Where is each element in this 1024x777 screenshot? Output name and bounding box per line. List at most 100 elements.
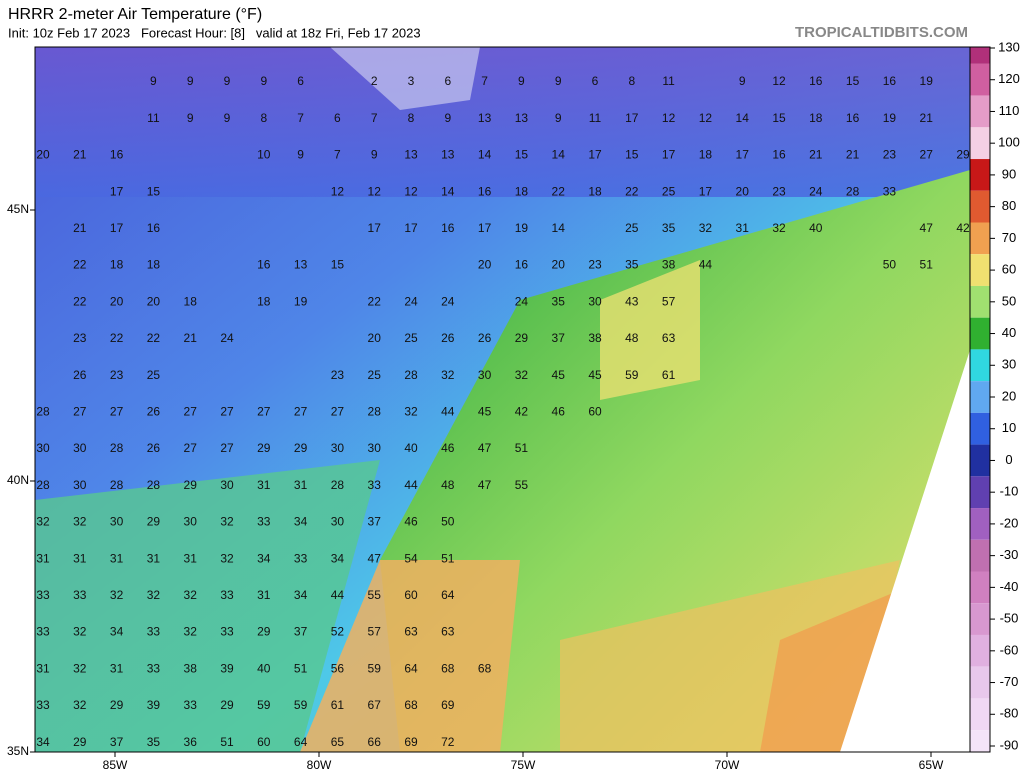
temperature-label: 32 (73, 661, 87, 675)
temperature-label: 29 (956, 148, 970, 162)
temperature-label: 16 (772, 148, 786, 162)
temperature-label: 7 (481, 74, 488, 88)
colorbar-cell (970, 666, 990, 699)
temperature-label: 18 (588, 184, 602, 198)
temperature-label: 34 (331, 551, 345, 565)
temperature-label: 28 (110, 441, 124, 455)
temperature-label: 23 (110, 368, 124, 382)
temperature-label: 55 (368, 588, 382, 602)
lon-label: 65W (919, 758, 944, 772)
title: HRRR 2-meter Air Temperature (°F) (8, 6, 262, 23)
temperature-label: 13 (515, 111, 529, 125)
colorbar-label: -20 (1000, 515, 1019, 530)
temperature-label: 47 (368, 551, 382, 565)
temperature-label: 32 (220, 551, 234, 565)
temperature-label: 31 (294, 478, 308, 492)
temperature-label: 30 (478, 368, 492, 382)
temperature-label: 17 (368, 221, 382, 235)
temperature-label: 61 (662, 368, 676, 382)
temperature-label: 32 (184, 625, 198, 639)
temperature-label: 22 (552, 184, 566, 198)
temperature-label: 31 (110, 661, 124, 675)
temperature-label: 16 (110, 148, 124, 162)
temperature-label: 19 (294, 294, 308, 308)
temperature-label: 60 (257, 735, 271, 749)
temperature-label: 25 (368, 368, 382, 382)
temperature-label: 31 (36, 661, 50, 675)
temperature-label: 32 (772, 221, 786, 235)
temperature-label: 33 (184, 698, 198, 712)
temperature-label: 45 (478, 404, 492, 418)
temperature-label: 23 (772, 184, 786, 198)
temperature-label: 12 (699, 111, 713, 125)
temperature-label: 68 (404, 698, 418, 712)
temperature-label: 31 (110, 551, 124, 565)
temperature-label: 15 (846, 74, 860, 88)
temperature-label: 27 (920, 148, 934, 162)
colorbar-cell (970, 603, 990, 635)
colorbar-cell (970, 285, 990, 318)
temperature-label: 30 (220, 478, 234, 492)
temperature-label: 24 (515, 294, 529, 308)
temperature-label: 29 (257, 441, 271, 455)
temperature-label: 64 (404, 661, 418, 675)
temperature-label: 27 (73, 404, 87, 418)
temperature-label: 31 (184, 551, 198, 565)
temperature-label: 63 (404, 625, 418, 639)
temperature-label: 9 (187, 111, 194, 125)
colorbar-cell (970, 254, 990, 286)
colorbar-cell (970, 634, 990, 667)
temperature-label: 56 (331, 661, 345, 675)
colorbar-label: -10 (1000, 484, 1019, 499)
temperature-label: 27 (110, 404, 124, 418)
temperature-label: 30 (36, 441, 50, 455)
temperature-label: 28 (36, 404, 50, 418)
temperature-label: 3 (408, 74, 415, 88)
temperature-label: 25 (404, 331, 418, 345)
temperature-label: 40 (257, 661, 271, 675)
subtitle: Init: 10z Feb 17 2023 Forecast Hour: [8]… (8, 25, 421, 40)
temperature-label: 20 (36, 148, 50, 162)
temperature-label: 20 (368, 331, 382, 345)
temperature-label: 28 (110, 478, 124, 492)
temperature-label: 19 (515, 221, 529, 235)
colorbar-label: 40 (1002, 325, 1016, 340)
temperature-label: 18 (515, 184, 529, 198)
colorbar-cell (970, 349, 990, 382)
temperature-label: 35 (662, 221, 676, 235)
temperature-label: 14 (478, 148, 492, 162)
temperature-label: 35 (625, 258, 639, 272)
temperature-label: 28 (368, 404, 382, 418)
temperature-label: 44 (441, 404, 455, 418)
temperature-label: 9 (555, 111, 562, 125)
temperature-label: 9 (444, 111, 451, 125)
colorbar-cell (970, 539, 990, 572)
temperature-label: 9 (150, 74, 157, 88)
temperature-label: 31 (147, 551, 161, 565)
temperature-label: 32 (184, 588, 198, 602)
lat-label: 45N (7, 202, 29, 216)
temperature-label: 17 (736, 148, 750, 162)
temperature-label: 14 (552, 148, 566, 162)
colorbar-label: 90 (1002, 166, 1016, 181)
temperature-label: 28 (846, 184, 860, 198)
temperature-label: 19 (883, 111, 897, 125)
colorbar-label: 120 (998, 71, 1020, 86)
temperature-label: 33 (220, 625, 234, 639)
temperature-label: 12 (404, 184, 418, 198)
temperature-label: 15 (515, 148, 529, 162)
temperature-label: 13 (478, 111, 492, 125)
temperature-label: 34 (36, 735, 50, 749)
colorbar-cell (970, 127, 990, 160)
colorbar-cell (970, 63, 990, 96)
temperature-label: 48 (625, 331, 639, 345)
temperature-label: 51 (441, 551, 455, 565)
temperature-label: 17 (588, 148, 602, 162)
temperature-label: 26 (441, 331, 455, 345)
temperature-label: 17 (404, 221, 418, 235)
temperature-label: 63 (441, 625, 455, 639)
temperature-label: 31 (257, 588, 271, 602)
temperature-label: 37 (552, 331, 566, 345)
colorbar-cell (970, 47, 990, 64)
